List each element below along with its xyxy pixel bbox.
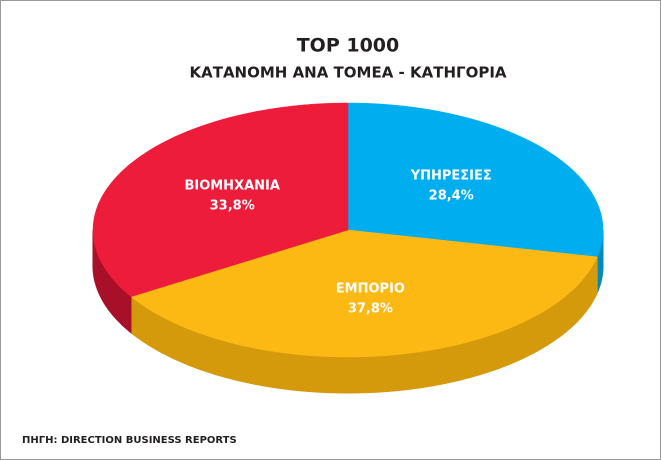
chart-subtitle: ΚΑΤΑΝΟΜΗ ΑΝΑ ΤΟΜΕΑ - ΚΑΤΗΓΟΡΙΑ [189, 64, 506, 82]
pie: ΥΠΗΡΕΣΙΕΣ 28,4% ΕΜΠΟΡΙΟ 37,8% ΒΙΟΜΗΧΑΝΙΑ 33,8… [92, 102, 604, 394]
slice [347, 102, 604, 258]
slice [92, 102, 349, 297]
slice-value-label: 37,8% [348, 301, 393, 316]
slice-label: ΥΠΗΡΕΣΙΕΣ [410, 169, 492, 184]
slice-label: ΒΙΟΜΗΧΑΝΙΑ [184, 178, 279, 193]
chart-title: TOP 1000 [297, 35, 400, 57]
source: ΠΗΓΗ: DIRECTION BUSINESS REPORTS [22, 435, 237, 446]
slice-label: ΕΜΠΟΡΙΟ [336, 281, 405, 296]
slice-value-label: 33,8% [210, 198, 255, 213]
slice-value-label: 28,4% [429, 189, 474, 204]
slice [130, 229, 598, 358]
